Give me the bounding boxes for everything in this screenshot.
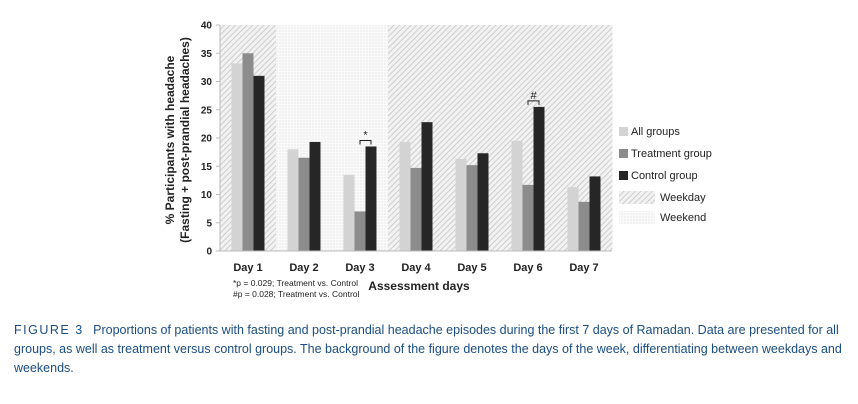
x-tick-label-day-7: Day 7	[569, 262, 598, 274]
bar-control-group-day-1	[253, 75, 265, 251]
caption-text: Proportions of patients with fasting and…	[14, 323, 842, 375]
bar-treatment-group-day-5	[466, 165, 478, 251]
x-tick-label-day-2: Day 2	[289, 262, 318, 274]
bar-treatment-group-day-2	[298, 157, 310, 251]
y-tick-label-40: 40	[201, 21, 213, 32]
axes: 0 5 10 15 20 25 30 35 40 Day 1 Day 2 Day 3 Day 4 Day …	[201, 21, 612, 274]
legend-swatch-treatment-group	[619, 149, 628, 158]
y-tick-label-25: 25	[201, 105, 213, 116]
bar-all-groups-day-1	[231, 63, 243, 251]
legend: All groups Treatment group Control group We…	[619, 126, 712, 224]
bar-all-groups-day-6	[511, 140, 523, 251]
bar-all-groups-day-7	[567, 187, 579, 251]
bar-control-group-day-3	[365, 146, 377, 251]
bar-all-groups-day-4	[399, 141, 411, 251]
y-axis-title-line2: (Fasting + post-prandial headaches)	[178, 37, 192, 243]
bar-treatment-group-day-6	[522, 184, 534, 251]
x-tick-label-day-6: Day 6	[513, 262, 542, 274]
x-tick-label-day-3: Day 3	[345, 262, 374, 274]
bar-treatment-group-day-3	[354, 211, 366, 251]
y-tick-label-5: 5	[206, 218, 212, 229]
bar-treatment-group-day-7	[578, 201, 590, 251]
bar-all-groups-day-2	[287, 149, 299, 251]
legend-label-treatment-group: Treatment group	[631, 148, 712, 160]
y-tick-label-0: 0	[206, 247, 212, 258]
x-axis-title: Assessment days	[368, 279, 470, 293]
bar-treatment-group-day-4	[410, 167, 422, 251]
figure-label: FIGURE 3	[14, 323, 84, 337]
y-tick-label-10: 10	[201, 190, 213, 201]
significance-note-1: *p = 0.029; Treatment vs. Control	[233, 278, 358, 288]
bar-control-group-day-2	[309, 141, 321, 251]
figure-caption: FIGURE 3 Proportions of patients with fa…	[14, 321, 844, 378]
y-axis-title-line1: % Participants with headache	[163, 55, 177, 224]
x-tick-label-day-4: Day 4	[401, 262, 431, 274]
bar-control-group-day-7	[589, 176, 601, 251]
legend-label-all-groups: All groups	[631, 126, 680, 138]
y-tick-label-15: 15	[201, 162, 213, 173]
y-tick-label-35: 35	[201, 49, 213, 60]
legend-label-weekend: Weekend	[660, 212, 706, 224]
legend-label-weekday: Weekday	[660, 192, 706, 204]
bar-all-groups-day-3	[343, 174, 355, 251]
bar-all-groups-day-5	[455, 158, 467, 251]
y-tick-label-30: 30	[201, 77, 213, 88]
y-tick-label-20: 20	[201, 134, 213, 145]
significance-bracket-day-6	[527, 100, 540, 105]
significance-bracket-day-3	[359, 139, 372, 145]
bar-control-group-day-4	[421, 122, 433, 252]
legend-swatch-weekend	[619, 211, 655, 224]
bar-control-group-day-6	[533, 106, 545, 251]
significance-note-2: #p = 0.028; Treatment vs. Control	[233, 289, 359, 299]
legend-swatch-control-group	[619, 171, 628, 180]
significance-marker-day-3: *	[363, 129, 368, 141]
legend-swatch-weekday	[619, 191, 655, 204]
x-tick-label-day-5: Day 5	[457, 262, 486, 274]
legend-label-control-group: Control group	[631, 170, 698, 182]
bar-treatment-group-day-1	[242, 53, 254, 251]
x-tick-label-day-1: Day 1	[233, 262, 262, 274]
bars: *#	[231, 53, 601, 252]
bar-control-group-day-5	[477, 153, 489, 251]
legend-swatch-all-groups	[619, 127, 628, 136]
significance-marker-day-6: #	[530, 90, 537, 102]
